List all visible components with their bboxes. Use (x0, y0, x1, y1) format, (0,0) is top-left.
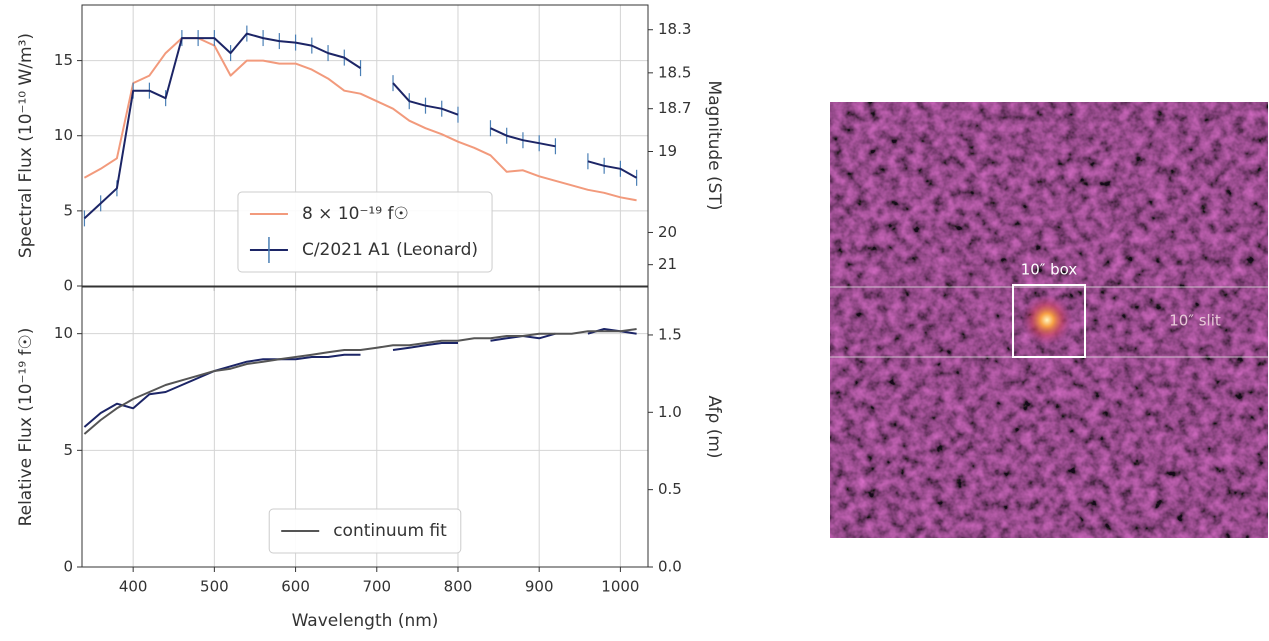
comet-image: 10″ box 10″ slit (830, 102, 1268, 538)
y-tick-label: 0 (63, 277, 73, 295)
y2-tick-label: 18.5 (658, 63, 691, 81)
x-tick-label: 400 (119, 578, 148, 596)
y2-tick-label: 1.5 (658, 325, 682, 343)
y2-axis-label: Afρ (m) (704, 395, 724, 458)
legend-box (268, 508, 462, 554)
legend-box (237, 191, 493, 273)
y-axis-label: Spectral Flux (10⁻¹⁰ W/m³) (16, 33, 36, 258)
x-tick-label: 1000 (601, 578, 639, 596)
axes-frame (81, 286, 649, 568)
y-tick-label: 10 (54, 324, 73, 342)
series-line (83, 328, 637, 435)
series-line (83, 32, 638, 220)
y-tick-label: 15 (54, 51, 73, 69)
x-axis-label: Wavelength (nm) (292, 611, 439, 631)
legend: 8 × 10⁻¹⁹ f☉ C/2021 A1 (Leonard) (237, 191, 493, 273)
comet-nucleus (1021, 294, 1073, 346)
y-axis-label: Relative Flux (10⁻¹⁹ f☉) (16, 328, 36, 527)
y-tick-label: 5 (63, 441, 73, 459)
axes-frame (81, 4, 649, 287)
x-tick-label: 700 (362, 578, 391, 596)
box-label: 10″ box (1021, 261, 1078, 279)
y2-tick-label: 1.0 (658, 403, 682, 421)
y2-tick-label: 0.5 (658, 480, 682, 498)
y2-tick-label: 0.0 (658, 558, 682, 576)
legend-label: 8 × 10⁻¹⁹ f☉ (302, 204, 409, 224)
series-line (83, 37, 637, 202)
slit-label: 10″ slit (1169, 312, 1221, 330)
x-tick-label: 800 (444, 578, 473, 596)
y2-tick-label: 21 (658, 255, 677, 273)
y2-axis-label: Magnitude (ST) (704, 81, 724, 211)
y-tick-label: 0 (63, 558, 73, 576)
y-tick-label: 10 (54, 126, 73, 144)
y2-tick-label: 18.7 (658, 99, 691, 117)
y2-tick-label: 19 (658, 142, 677, 160)
x-tick-label: 900 (525, 578, 554, 596)
series-line (83, 328, 637, 428)
x-tick-label: 500 (200, 578, 229, 596)
x-tick-label: 600 (281, 578, 310, 596)
y2-tick-label: 20 (658, 223, 677, 241)
legend-label: continuum fit (333, 521, 447, 541)
legend-label: C/2021 A1 (Leonard) (302, 240, 478, 260)
y2-tick-label: 18.3 (658, 20, 691, 38)
legend: continuum fit (268, 508, 462, 554)
aperture-box (1012, 284, 1086, 358)
panel: 400 500 600 700 800 900 1000 0 5 10 0.0 0.5 1.0 1.5 Re… (16, 286, 724, 631)
y-tick-label: 5 (63, 201, 73, 219)
panel: 0 5 10 15 18.3 18.5 18.7 19 20 21 Spectral Flux (1… (16, 4, 724, 295)
